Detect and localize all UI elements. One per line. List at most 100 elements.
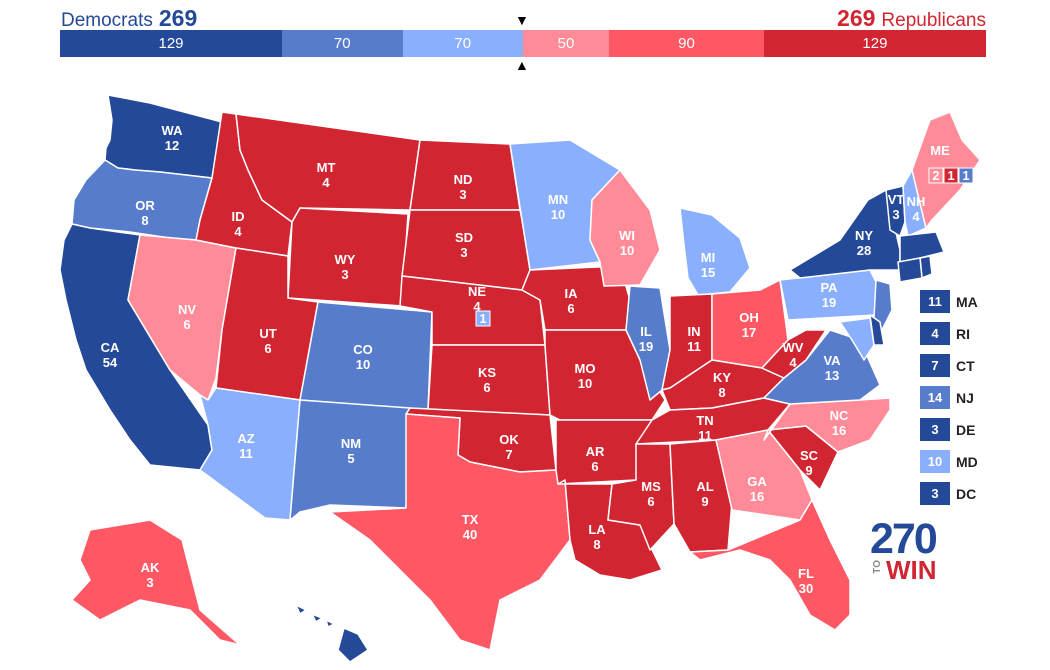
state-wv[interactable] — [761, 329, 827, 379]
maine-district-3-value: 1 — [962, 168, 969, 183]
small-state-de[interactable]: 3 DE — [920, 418, 990, 441]
state-wi[interactable] — [589, 169, 661, 287]
small-state-ct[interactable]: 7 CT — [920, 354, 990, 377]
state-ev-ny: 28 — [857, 243, 871, 258]
maine-district-2-box[interactable] — [943, 167, 959, 184]
bar-segment-lean-r[interactable]: 50 — [522, 30, 610, 57]
state-ev-or: 8 — [141, 213, 148, 228]
state-ev-vt: 3 — [892, 207, 899, 222]
state-ev-ks: 6 — [483, 380, 490, 395]
bar-segment-safe-d[interactable]: 129 — [60, 30, 283, 57]
midpoint-marker-up-icon: ▲ — [515, 57, 529, 73]
state-label-ga: GA — [747, 474, 767, 489]
maine-district-3-box[interactable] — [958, 167, 974, 184]
state-label-ne: NE — [468, 284, 486, 299]
democrats-label: Democrats — [61, 10, 153, 31]
state-label-ms: MS — [641, 479, 661, 494]
state-ev-mn: 10 — [551, 207, 565, 222]
small-state-ma[interactable]: 11 MA — [920, 290, 990, 313]
state-ev-nm: 5 — [347, 451, 354, 466]
state-label-wy: WY — [335, 252, 356, 267]
small-state-ev-box: 11 — [920, 290, 950, 313]
state-ny[interactable] — [789, 189, 901, 279]
state-il[interactable] — [625, 285, 671, 401]
state-ev-wy: 3 — [341, 267, 348, 282]
small-state-ev-box: 7 — [920, 354, 950, 377]
bar-segment-lean-d[interactable]: 70 — [402, 30, 523, 57]
state-ev-ca: 54 — [103, 355, 118, 370]
state-wy[interactable] — [287, 207, 409, 307]
state-hi[interactable] — [295, 604, 369, 663]
small-state-dc[interactable]: 3 DC — [920, 482, 990, 505]
state-ev-ok: 7 — [505, 447, 512, 462]
state-md[interactable] — [839, 317, 875, 361]
state-label-fl: FL — [798, 566, 814, 581]
state-fl[interactable] — [689, 499, 851, 631]
state-ev-sc: 9 — [805, 463, 812, 478]
state-vt[interactable] — [885, 185, 906, 237]
bar-segment-likely-r[interactable]: 90 — [609, 30, 764, 57]
state-label-or: OR — [135, 198, 155, 213]
small-state-ev-box: 10 — [920, 450, 950, 473]
state-label-ia: IA — [565, 286, 579, 301]
state-ma[interactable] — [899, 231, 945, 263]
electoral-vote-bar: 129 70 70 50 90 129 — [60, 30, 986, 57]
state-ev-ky: 8 — [718, 385, 725, 400]
state-ev-ut: 6 — [264, 341, 271, 356]
state-label-oh: OH — [739, 310, 759, 325]
small-state-label: MD — [956, 453, 978, 470]
state-label-wv: WV — [783, 340, 804, 355]
state-label-sc: SC — [800, 448, 819, 463]
state-label-wi: WI — [619, 228, 635, 243]
state-ev-ga: 16 — [750, 489, 764, 504]
small-state-label: DE — [956, 421, 976, 438]
state-label-mn: MN — [548, 192, 568, 207]
state-ev-nh: 4 — [912, 209, 920, 224]
state-ar[interactable] — [555, 419, 653, 485]
state-label-la: LA — [588, 522, 606, 537]
small-state-ev-box: 3 — [920, 418, 950, 441]
state-nj[interactable] — [873, 279, 893, 331]
state-ev-pa: 19 — [822, 295, 836, 310]
small-state-ev-box: 4 — [920, 322, 950, 345]
state-ev-wa: 12 — [165, 138, 179, 153]
state-ev-al: 9 — [701, 494, 708, 509]
nebraska-district-box[interactable] — [475, 310, 491, 327]
state-ev-ia: 6 — [567, 301, 574, 316]
state-ev-sd: 3 — [460, 245, 467, 260]
state-label-nv: NV — [178, 302, 196, 317]
state-ev-fl: 30 — [799, 581, 813, 596]
state-ev-az: 11 — [239, 446, 253, 461]
democrats-header: Democrats 269 — [61, 5, 203, 32]
small-state-md[interactable]: 10 MD — [920, 450, 990, 473]
state-ak[interactable] — [71, 519, 241, 646]
state-nh[interactable] — [902, 169, 927, 237]
small-state-label: DC — [956, 485, 977, 502]
state-label-me: ME — [930, 143, 950, 158]
small-state-nj[interactable]: 14 NJ — [920, 386, 990, 409]
small-state-ri[interactable]: 4 RI — [920, 322, 990, 345]
small-state-label: NJ — [956, 389, 974, 406]
small-state-label: MA — [956, 293, 978, 310]
state-label-pa: PA — [820, 280, 838, 295]
state-tx[interactable] — [329, 413, 571, 651]
bar-segment-safe-r[interactable]: 129 — [763, 30, 986, 57]
state-label-ut: UT — [259, 326, 276, 341]
state-label-mo: MO — [575, 361, 596, 376]
state-label-tx: TX — [462, 512, 479, 527]
bar-segment-likely-d[interactable]: 70 — [282, 30, 403, 57]
state-ev-il: 19 — [639, 339, 653, 354]
state-label-az: AZ — [237, 431, 254, 446]
logo-win: WIN — [886, 555, 937, 585]
small-state-label: RI — [956, 325, 970, 342]
state-label-mt: MT — [317, 160, 336, 175]
state-label-nd: ND — [454, 172, 473, 187]
state-ev-wv: 4 — [789, 355, 797, 370]
state-ev-ar: 6 — [591, 459, 598, 474]
maine-district-1-box[interactable] — [928, 167, 944, 184]
state-ev-mi: 15 — [701, 265, 715, 280]
270towin-logo[interactable]: 270 TO WIN — [870, 518, 946, 584]
midpoint-marker-down-icon: ▼ — [515, 12, 529, 28]
state-ct[interactable] — [897, 257, 923, 283]
